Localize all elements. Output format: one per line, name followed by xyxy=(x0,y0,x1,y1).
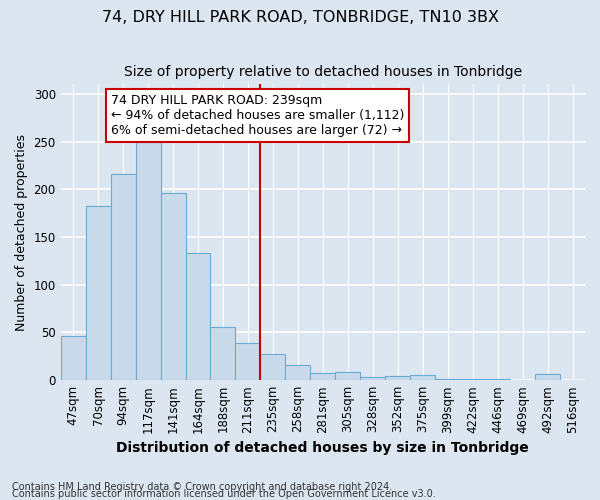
Bar xyxy=(136,142,161,380)
Bar xyxy=(485,379,510,380)
Bar xyxy=(460,379,485,380)
Bar xyxy=(535,374,560,380)
Text: 74, DRY HILL PARK ROAD, TONBRIDGE, TN10 3BX: 74, DRY HILL PARK ROAD, TONBRIDGE, TN10 … xyxy=(101,10,499,25)
X-axis label: Distribution of detached houses by size in Tonbridge: Distribution of detached houses by size … xyxy=(116,441,529,455)
Title: Size of property relative to detached houses in Tonbridge: Size of property relative to detached ho… xyxy=(124,65,522,79)
Bar xyxy=(385,376,410,380)
Bar xyxy=(360,378,385,380)
Bar xyxy=(185,254,211,380)
Bar xyxy=(235,343,260,380)
Bar xyxy=(335,372,360,380)
Bar xyxy=(61,336,86,380)
Bar xyxy=(260,354,286,380)
Bar xyxy=(310,372,335,380)
Text: Contains public sector information licensed under the Open Government Licence v3: Contains public sector information licen… xyxy=(12,489,436,499)
Bar xyxy=(86,206,110,380)
Bar xyxy=(161,193,185,380)
Y-axis label: Number of detached properties: Number of detached properties xyxy=(15,134,28,331)
Bar xyxy=(110,174,136,380)
Bar xyxy=(286,365,310,380)
Bar xyxy=(410,376,435,380)
Text: Contains HM Land Registry data © Crown copyright and database right 2024.: Contains HM Land Registry data © Crown c… xyxy=(12,482,392,492)
Bar xyxy=(435,379,460,380)
Text: 74 DRY HILL PARK ROAD: 239sqm
← 94% of detached houses are smaller (1,112)
6% of: 74 DRY HILL PARK ROAD: 239sqm ← 94% of d… xyxy=(110,94,404,137)
Bar xyxy=(211,326,235,380)
